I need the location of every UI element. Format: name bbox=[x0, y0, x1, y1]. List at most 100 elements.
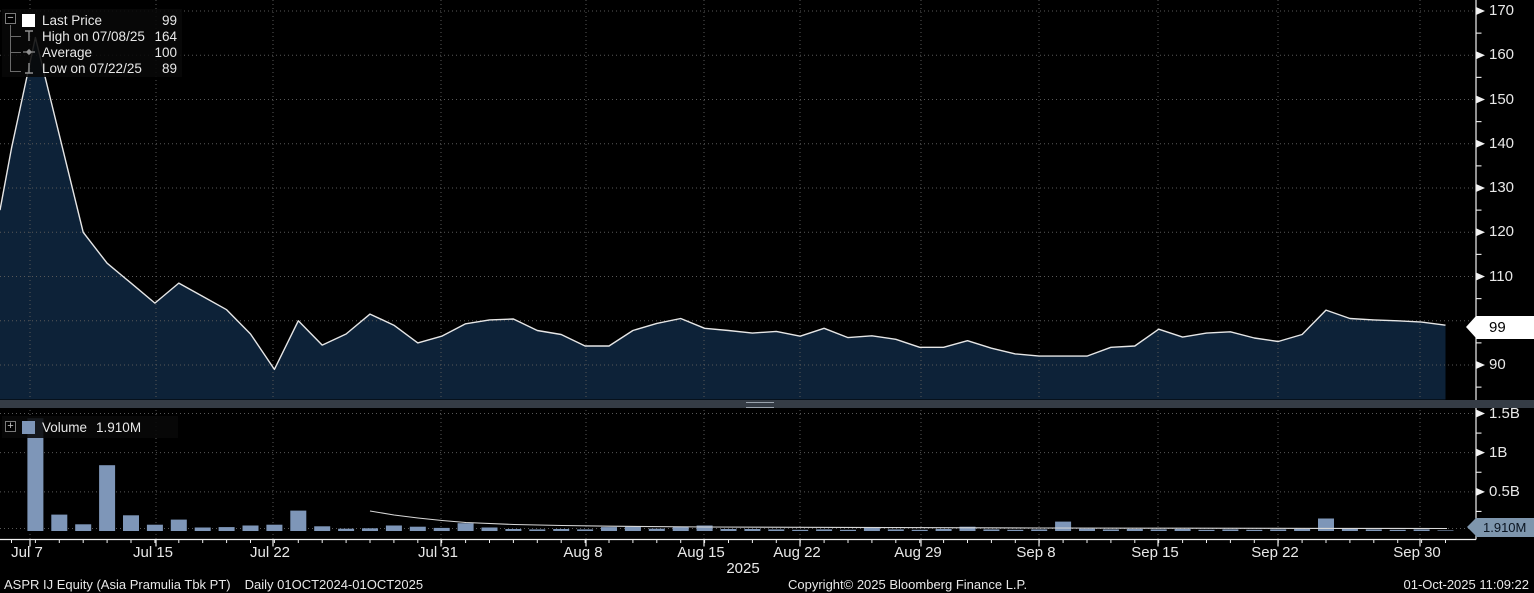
legend-expander-icon[interactable]: − bbox=[5, 13, 16, 24]
legend-row-average[interactable]: Average 100 bbox=[22, 44, 177, 60]
y-axis-label: 120 bbox=[1489, 223, 1515, 241]
volume-bar bbox=[1318, 518, 1334, 531]
volume-bar bbox=[290, 510, 307, 531]
volume-bar bbox=[481, 527, 498, 531]
legend-label: Last Price bbox=[42, 12, 103, 28]
legend-value: 89 bbox=[161, 60, 177, 76]
volume-bar bbox=[433, 527, 450, 531]
volume-bar bbox=[385, 525, 402, 531]
legend-label: Average bbox=[42, 44, 93, 60]
volume-bar bbox=[266, 524, 283, 531]
volume-bar bbox=[816, 529, 833, 531]
x-axis-label: Aug 8 bbox=[563, 544, 603, 561]
x-axis-label: Aug 15 bbox=[677, 544, 725, 561]
y-axis-label: 150 bbox=[1489, 90, 1515, 108]
volume-legend[interactable]: + Volume 1.910M bbox=[2, 416, 178, 438]
x-axis-label: Aug 22 bbox=[773, 544, 821, 561]
price-tick-arrow bbox=[1476, 7, 1485, 15]
last-price-tag: 99 bbox=[1476, 315, 1534, 339]
price-tick-arrow bbox=[1476, 95, 1485, 104]
volume-bar bbox=[242, 525, 259, 531]
instrument-name: ASPR IJ Equity (Asia Pramulia Tbk PT) bbox=[4, 577, 231, 592]
volume-bar bbox=[624, 526, 641, 531]
volume-bar bbox=[1270, 529, 1287, 531]
volume-bar bbox=[792, 529, 809, 531]
volume-bar bbox=[553, 529, 570, 531]
volume-bar bbox=[1413, 529, 1430, 531]
y-axis-label: 160 bbox=[1489, 46, 1515, 64]
copyright-text: Copyright© 2025 Bloomberg Finance L.P. bbox=[788, 577, 1028, 592]
volume-bar bbox=[911, 529, 928, 531]
volume-bar bbox=[720, 529, 737, 531]
volume-bar bbox=[505, 529, 522, 531]
legend-label: High on 07/08/25 bbox=[42, 28, 145, 44]
price-tick-arrow bbox=[1476, 184, 1485, 192]
volume-bar bbox=[1150, 529, 1167, 531]
x-axis-label: Jul 31 bbox=[417, 544, 459, 561]
average-marker-icon bbox=[22, 45, 42, 59]
volume-bar bbox=[1031, 529, 1048, 531]
x-axis-year-label: 2025 bbox=[726, 560, 760, 577]
volume-bar bbox=[146, 524, 163, 531]
volume-bar bbox=[75, 524, 92, 531]
legend-expander-icon[interactable]: + bbox=[5, 421, 16, 432]
price-legend: − Last Price 99 High on 07/08/25 164 Ave… bbox=[2, 9, 182, 77]
volume-bar bbox=[1102, 529, 1119, 531]
chart-canvas[interactable] bbox=[0, 0, 1534, 573]
volume-bar bbox=[959, 526, 976, 531]
volume-bar bbox=[1055, 521, 1072, 531]
price-tick-arrow bbox=[1476, 139, 1485, 148]
volume-tag: 1.910M bbox=[1476, 518, 1534, 537]
separator-drag-handle[interactable] bbox=[746, 402, 774, 408]
volume-swatch-icon bbox=[22, 420, 35, 434]
volume-bar bbox=[1079, 528, 1095, 531]
volume-bar bbox=[696, 525, 713, 531]
legend-row-low[interactable]: Low on 07/22/25 89 bbox=[22, 60, 177, 76]
volume-bar bbox=[409, 526, 426, 531]
x-axis-label: Sep 22 bbox=[1251, 544, 1299, 561]
volume-bar bbox=[170, 519, 187, 531]
volume-bar bbox=[601, 527, 617, 531]
legend-tree-line bbox=[10, 25, 11, 72]
volume-bar bbox=[1174, 529, 1191, 531]
low-marker-icon bbox=[22, 61, 42, 75]
volume-bar bbox=[1365, 529, 1382, 531]
last-price-tag-arrow bbox=[1466, 315, 1476, 338]
volume-bar bbox=[935, 529, 952, 531]
legend-value: 99 bbox=[161, 12, 177, 28]
volume-bar bbox=[768, 529, 785, 531]
volume-bar bbox=[744, 529, 761, 531]
x-axis-label: Sep 30 bbox=[1393, 544, 1441, 561]
volume-tag-arrow bbox=[1467, 518, 1476, 536]
legend-value: 164 bbox=[154, 28, 177, 44]
volume-axis-label: 0.5B bbox=[1489, 482, 1520, 500]
volume-bar bbox=[1341, 528, 1358, 531]
x-axis-label: Sep 15 bbox=[1131, 544, 1179, 561]
y-axis-label: 130 bbox=[1489, 179, 1515, 196]
volume-bar bbox=[99, 465, 116, 531]
x-axis-label: Jul 7 bbox=[11, 544, 43, 561]
volume-tick-arrow bbox=[1476, 487, 1485, 496]
price-tick-arrow bbox=[1476, 51, 1485, 60]
status-bar: ASPR IJ Equity (Asia Pramulia Tbk PT) Dai… bbox=[0, 576, 1534, 593]
price-area-fill bbox=[0, 37, 1446, 400]
volume-bar bbox=[27, 418, 44, 531]
volume-bar bbox=[672, 526, 689, 531]
legend-row-last-price[interactable]: Last Price 99 bbox=[22, 12, 177, 28]
volume-tick-arrow bbox=[1476, 409, 1485, 418]
volume-legend-label: Volume bbox=[42, 419, 88, 435]
volume-bar bbox=[1246, 529, 1263, 531]
volume-bar bbox=[1126, 529, 1143, 531]
volume-bar bbox=[314, 526, 331, 531]
price-tick-arrow bbox=[1476, 272, 1485, 281]
volume-bar bbox=[887, 529, 904, 531]
instrument-description: ASPR IJ Equity (Asia Pramulia Tbk PT) Dai… bbox=[4, 576, 423, 593]
legend-tree-stub bbox=[11, 52, 21, 53]
volume-bar bbox=[457, 523, 474, 531]
price-tick-arrow bbox=[1476, 361, 1485, 369]
high-marker-icon bbox=[22, 29, 42, 43]
y-axis-label: 110 bbox=[1489, 267, 1513, 285]
price-tick-arrow bbox=[1476, 228, 1485, 237]
legend-row-high[interactable]: High on 07/08/25 164 bbox=[22, 28, 177, 44]
